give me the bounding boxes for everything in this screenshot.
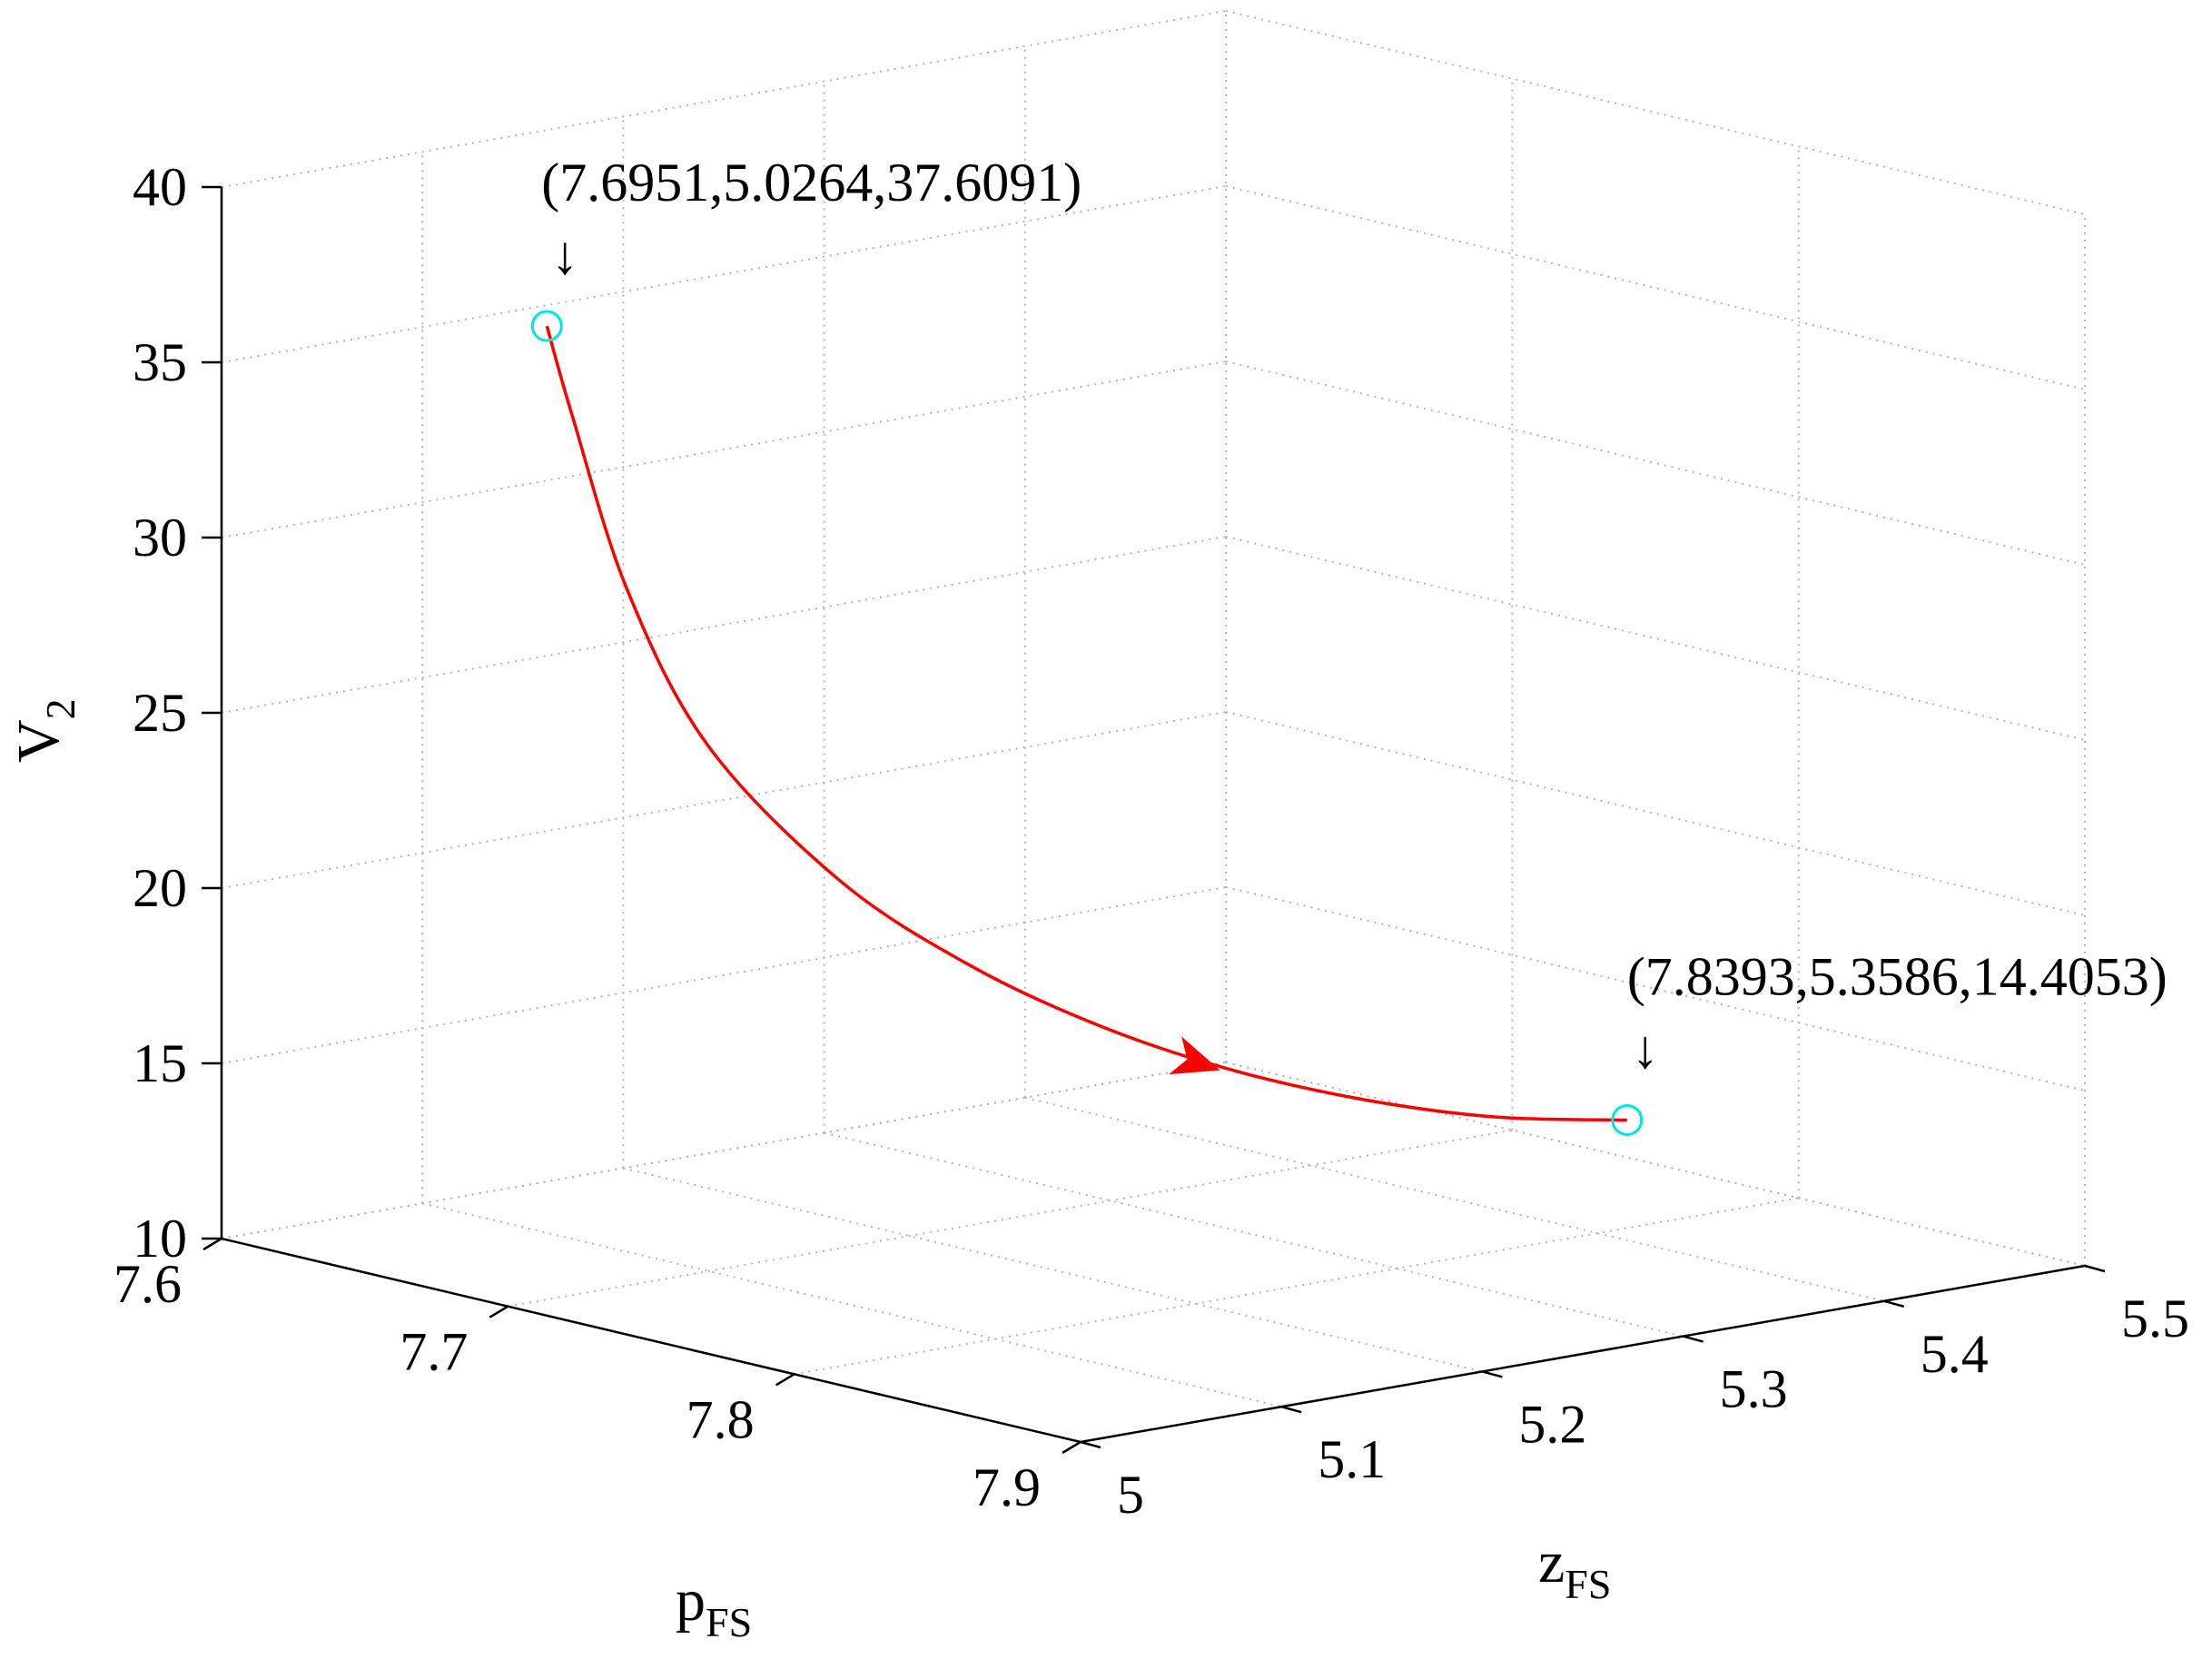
z-tick-label: 15 — [133, 1033, 187, 1093]
y-tick-label: 5.3 — [1720, 1359, 1788, 1419]
side-wall-grid-line — [1225, 1062, 2086, 1267]
z-axis-title: V2 — [5, 698, 84, 763]
axis-titles: pFS zFS V2 — [5, 698, 1611, 1645]
back-wall-grid-line — [221, 360, 1227, 538]
point-annotation-label: (7.8393,5.3586,14.4053) — [1627, 946, 2168, 1006]
floor-grid-line — [508, 1129, 1513, 1308]
annotation-arrow: ↓ — [551, 225, 578, 285]
x-tick-mark — [202, 1237, 222, 1251]
axes — [202, 185, 2106, 1455]
floor-grid-line — [824, 1131, 1684, 1338]
direction-arrow — [1169, 1036, 1220, 1075]
y-axis-title: zFS — [1538, 1529, 1611, 1607]
z-tick-label: 35 — [133, 332, 187, 392]
y-tick-label: 5.1 — [1318, 1429, 1386, 1489]
back-wall-grid-line — [221, 536, 1227, 714]
z-tick-label: 20 — [133, 858, 187, 918]
side-wall-grid-line — [1225, 10, 2086, 215]
y-tick-label: 5.2 — [1518, 1394, 1586, 1454]
x-tick-mark — [1062, 1440, 1081, 1455]
x-tick-label: 7.7 — [400, 1322, 468, 1382]
point-marker — [1611, 1103, 1644, 1136]
x-tick-label: 7.8 — [686, 1389, 755, 1449]
back-wall-grid-line — [221, 886, 1227, 1064]
data-series — [545, 325, 1627, 1122]
annotation-arrow: ↓ — [1632, 1019, 1659, 1079]
series-line — [545, 325, 1627, 1122]
side-wall-grid-line — [1225, 711, 2086, 916]
markers: ↓ (7.6951,5.0264,37.6091) ↓ (7.8393,5.3586,… — [530, 153, 2168, 1136]
y-tick-mark — [1280, 1405, 1302, 1414]
back-wall-grid-line — [221, 711, 1227, 889]
x-axis-line — [221, 1237, 1081, 1444]
point-marker — [530, 310, 563, 342]
y-axis-line — [1080, 1264, 2086, 1444]
side-wall-grid-line — [1225, 185, 2086, 390]
y-tick-mark — [2084, 1264, 2106, 1273]
x-tick-label: 7.9 — [973, 1457, 1041, 1517]
y-tick-mark — [1883, 1299, 1905, 1308]
back-wall-grid-line — [221, 1062, 1227, 1239]
back-wall-grid-line — [221, 10, 1227, 188]
floor-grid-line — [1024, 1096, 1885, 1302]
floor-grid-line — [421, 1202, 1282, 1408]
z-tick-label: 30 — [133, 508, 187, 568]
point-annotation-label: (7.6951,5.0264,37.6091) — [541, 153, 1081, 212]
y-tick-label: 5 — [1117, 1465, 1144, 1525]
z-tick-label: 25 — [133, 683, 187, 743]
y-tick-mark — [1482, 1370, 1503, 1378]
y-tick-label: 5.4 — [1921, 1324, 1989, 1384]
grid-lines — [221, 10, 2086, 1443]
side-wall-grid-line — [1225, 360, 2086, 566]
back-wall-grid-line — [221, 185, 1227, 363]
z-tick-label: 10 — [133, 1209, 187, 1269]
x-tick-label: 7.6 — [114, 1254, 182, 1314]
tick-labels: 10 15 20 25 30 35 40 7.6 7.7 7.8 7.9 5 5.1 5.2 5.3 5.4 5… — [114, 157, 2189, 1525]
side-wall-grid-line — [1225, 536, 2086, 741]
y-tick-mark — [1080, 1440, 1101, 1449]
z-tick-label: 40 — [133, 157, 187, 217]
x-axis-title: pFS — [676, 1567, 752, 1645]
y-tick-label: 5.5 — [2121, 1289, 2189, 1348]
y-tick-mark — [1683, 1335, 1703, 1343]
floor-grid-line — [623, 1167, 1483, 1373]
floor-grid-line — [794, 1197, 1799, 1376]
x-tick-mark — [775, 1373, 795, 1387]
x-tick-mark — [489, 1305, 509, 1318]
